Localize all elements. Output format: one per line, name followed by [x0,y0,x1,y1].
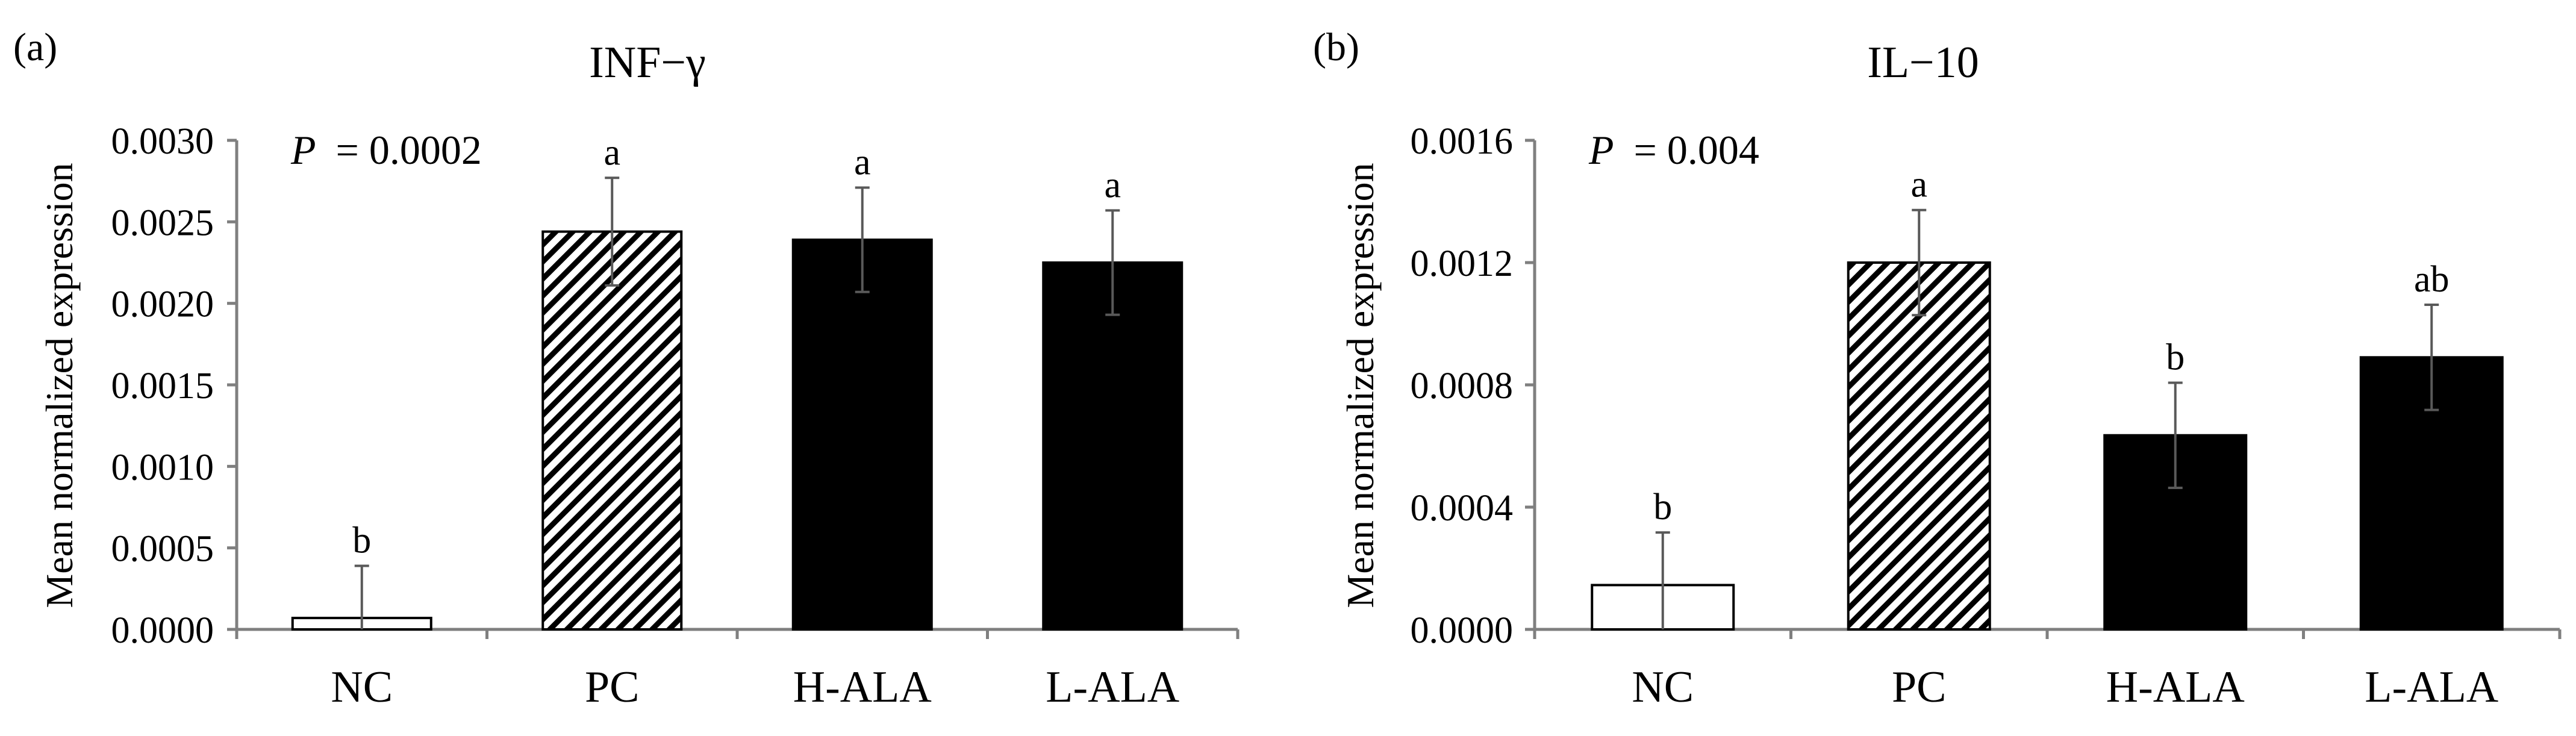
chart-title-b: IL−10 [1867,38,1979,87]
y-tick-label: 0.0016 [1411,121,1514,162]
x-category-label: PC [1892,663,1947,712]
x-category-label: H-ALA [793,663,932,712]
significance-label: b [2166,337,2185,378]
significance-label: a [854,142,871,182]
chart-panel-a: (a) INF−γ P = 0.0002 Mean normalized exp… [13,25,1240,712]
x-category-label: H-ALA [2106,663,2245,712]
panel-label-b: (b) [1313,25,1359,69]
bars-a [291,230,1184,631]
x-ticks-b: NC PC H-ALA L-ALA [1533,629,2562,712]
bar [791,239,933,631]
x-category-label: NC [1632,663,1694,712]
p-value-text-a: = 0.0002 [336,127,482,173]
y-tick-label: 0.0004 [1411,488,1514,529]
y-tick-label: 0.0025 [111,202,214,243]
bar [1847,261,1991,631]
y-tick-label: 0.0010 [111,447,214,488]
significance-label: b [352,520,371,561]
y-axis-label-b: Mean normalized expression [1339,163,1382,608]
y-tick-label: 0.0012 [1411,243,1514,284]
p-value-symbol-b: P [1588,127,1614,173]
y-tick-label: 0.0000 [111,610,214,651]
significance-labels-a: b a a a [352,132,1121,561]
p-value-text-b: = 0.004 [1634,127,1759,173]
x-category-label: L-ALA [1046,663,1179,712]
x-ticks-a: NC PC H-ALA L-ALA [235,629,1240,712]
y-ticks-a: 0.0000 0.0005 0.0010 0.0015 0.0020 0.0025 0.00… [111,121,237,651]
p-value-label-a: P = 0.0002 [290,127,482,173]
error-bars-b [1655,208,2439,629]
bar [541,230,683,631]
significance-label: b [1653,487,1672,528]
error-bars-a [354,176,1120,629]
panel-label-a: (a) [13,25,57,69]
significance-label: ab [2414,259,2450,300]
y-tick-label: 0.0015 [111,366,214,407]
y-tick-label: 0.0005 [111,529,214,570]
y-ticks-b: 0.0000 0.0004 0.0008 0.0012 0.0016 [1411,121,1535,651]
x-category-label: L-ALA [2365,663,2498,712]
y-tick-label: 0.0000 [1411,610,1514,651]
significance-label: a [603,132,620,173]
bar [1042,261,1184,631]
y-axis-label-a: Mean normalized expression [38,163,81,608]
y-tick-label: 0.0030 [111,121,214,162]
p-value-label-b: P = 0.004 [1588,127,1759,173]
y-tick-label: 0.0008 [1411,366,1514,407]
x-category-label: PC [585,663,640,712]
significance-label: a [1910,164,1927,205]
y-tick-label: 0.0020 [111,284,214,325]
bars-b [1591,261,2504,631]
significance-label: a [1104,164,1121,205]
chart-title-a: INF−γ [589,38,706,87]
x-category-label: NC [331,663,393,712]
p-value-symbol-a: P [290,127,316,173]
chart-panel-b: (b) IL−10 P = 0.004 Mean normalized expr… [1313,25,2562,712]
